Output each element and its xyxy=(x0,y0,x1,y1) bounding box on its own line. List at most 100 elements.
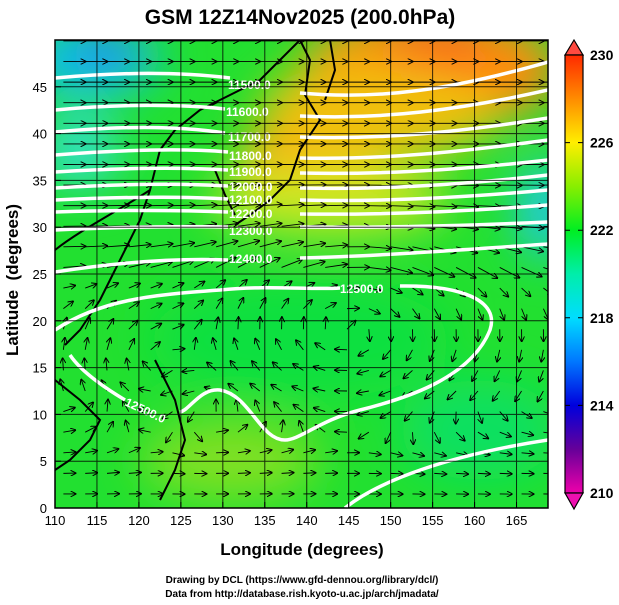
wind-arrow xyxy=(237,425,247,433)
x-tick-label: 120 xyxy=(128,513,150,528)
contour-label: 11900.0 xyxy=(229,165,272,179)
wind-arrow xyxy=(63,301,73,309)
height-contours xyxy=(55,60,548,508)
wind-arrow xyxy=(390,287,402,293)
colorbar-tick-label: 214 xyxy=(590,397,614,413)
wind-arrow xyxy=(259,223,282,226)
wind-arrow xyxy=(85,338,87,350)
colorbar-tick-label: 210 xyxy=(590,485,614,501)
x-tick-label: 135 xyxy=(254,513,276,528)
wind-arrow xyxy=(106,422,113,433)
wind-arrow xyxy=(106,472,119,473)
wind-arrow xyxy=(543,287,548,295)
wind-arrow xyxy=(255,400,261,412)
wind-arrow xyxy=(259,450,272,453)
wind-arrow xyxy=(63,286,75,288)
x-axis: 110 115 120 125 130 135 140 145 150 155 160 165 xyxy=(45,502,527,528)
wind-arrow xyxy=(128,302,139,310)
wind-arrow xyxy=(369,329,370,341)
wind-arrow xyxy=(271,385,282,392)
wind-arrow xyxy=(430,349,435,361)
wind-arrow xyxy=(368,308,380,314)
wind-arrow xyxy=(412,206,434,207)
wind-arrow xyxy=(390,267,412,272)
wind-arrow xyxy=(276,339,282,351)
wind-arrow xyxy=(543,225,548,228)
wind-arrow xyxy=(497,349,500,362)
wind-arrow xyxy=(194,338,196,350)
wind-arrow xyxy=(455,267,475,277)
wind-arrow xyxy=(259,241,281,248)
wind-arrow xyxy=(234,338,238,350)
wind-arrow xyxy=(281,242,303,248)
wind-arrow xyxy=(303,473,315,474)
wind-arrow xyxy=(433,431,440,443)
colorbar-tick-label: 226 xyxy=(590,135,614,151)
wind-arrow xyxy=(493,390,501,401)
wind-arrow xyxy=(296,340,304,351)
wind-arrow xyxy=(128,262,150,268)
wind-arrow xyxy=(543,452,548,454)
y-tick-label: 30 xyxy=(33,220,47,235)
wind-arrow xyxy=(150,324,162,330)
wind-arrow xyxy=(380,370,391,376)
wind-arrow xyxy=(499,267,520,277)
wind-arrow xyxy=(126,421,129,433)
wind-arrow xyxy=(215,280,225,289)
colorbar-tick-label: 222 xyxy=(590,222,614,238)
wind-arrow xyxy=(495,370,501,381)
wind-arrow xyxy=(60,379,63,392)
wind-arrow xyxy=(250,384,261,392)
wind-arrow xyxy=(499,411,508,421)
wind-arrow xyxy=(63,338,65,350)
wind-arrow xyxy=(405,411,413,421)
wind-arrow xyxy=(390,473,403,474)
wind-arrow xyxy=(188,411,195,422)
wind-arrow xyxy=(477,206,500,207)
wind-arrow xyxy=(433,308,440,320)
y-tick-label: 15 xyxy=(33,361,47,376)
wind-arrow xyxy=(172,325,183,330)
wind-arrow xyxy=(107,400,108,412)
wind-arrow xyxy=(207,362,217,371)
wind-arrow xyxy=(84,358,85,371)
wind-arrow xyxy=(379,390,391,395)
wind-arrow xyxy=(238,317,239,330)
wind-arrow xyxy=(477,431,488,438)
wind-arrow xyxy=(237,400,238,412)
wind-arrow xyxy=(434,267,454,276)
wind-arrow xyxy=(213,338,216,350)
wind-arrow xyxy=(274,402,282,412)
wind-arrow xyxy=(106,283,118,289)
wind-arrow xyxy=(150,262,172,268)
wind-arrow xyxy=(390,246,413,250)
y-tick-label: 0 xyxy=(40,501,47,516)
colorbar: 230 226 222 218 214 210 xyxy=(563,38,614,511)
wind-arrow xyxy=(521,453,534,454)
contour-label: 12300.0 xyxy=(229,224,273,238)
colorbar-tick-label: 230 xyxy=(590,47,614,63)
wind-arrow xyxy=(412,287,422,294)
wind-arrow xyxy=(434,473,446,474)
y-tick-label: 40 xyxy=(33,127,47,142)
wind-arrow xyxy=(299,421,304,433)
wind-arrow xyxy=(215,298,222,309)
colorbar-tick-label: 218 xyxy=(590,310,614,326)
wind-arrow xyxy=(282,420,284,433)
wind-arrow xyxy=(368,453,381,455)
wind-arrow xyxy=(539,370,544,381)
wind-arrow xyxy=(470,390,479,400)
wind-arrow xyxy=(314,408,326,412)
wind-arrow xyxy=(538,390,544,401)
wind-arrow xyxy=(63,246,85,247)
x-tick-label: 155 xyxy=(422,513,444,528)
wind-arrow xyxy=(499,453,512,455)
wind-arrow xyxy=(172,283,183,289)
wind-arrow xyxy=(161,391,173,395)
contour-label: 12200.0 xyxy=(229,207,273,221)
wind-arrow xyxy=(128,321,138,330)
wind-arrow xyxy=(281,224,304,227)
wind-arrow xyxy=(294,405,304,412)
wind-arrow xyxy=(193,431,202,441)
wind-arrow xyxy=(521,287,531,296)
